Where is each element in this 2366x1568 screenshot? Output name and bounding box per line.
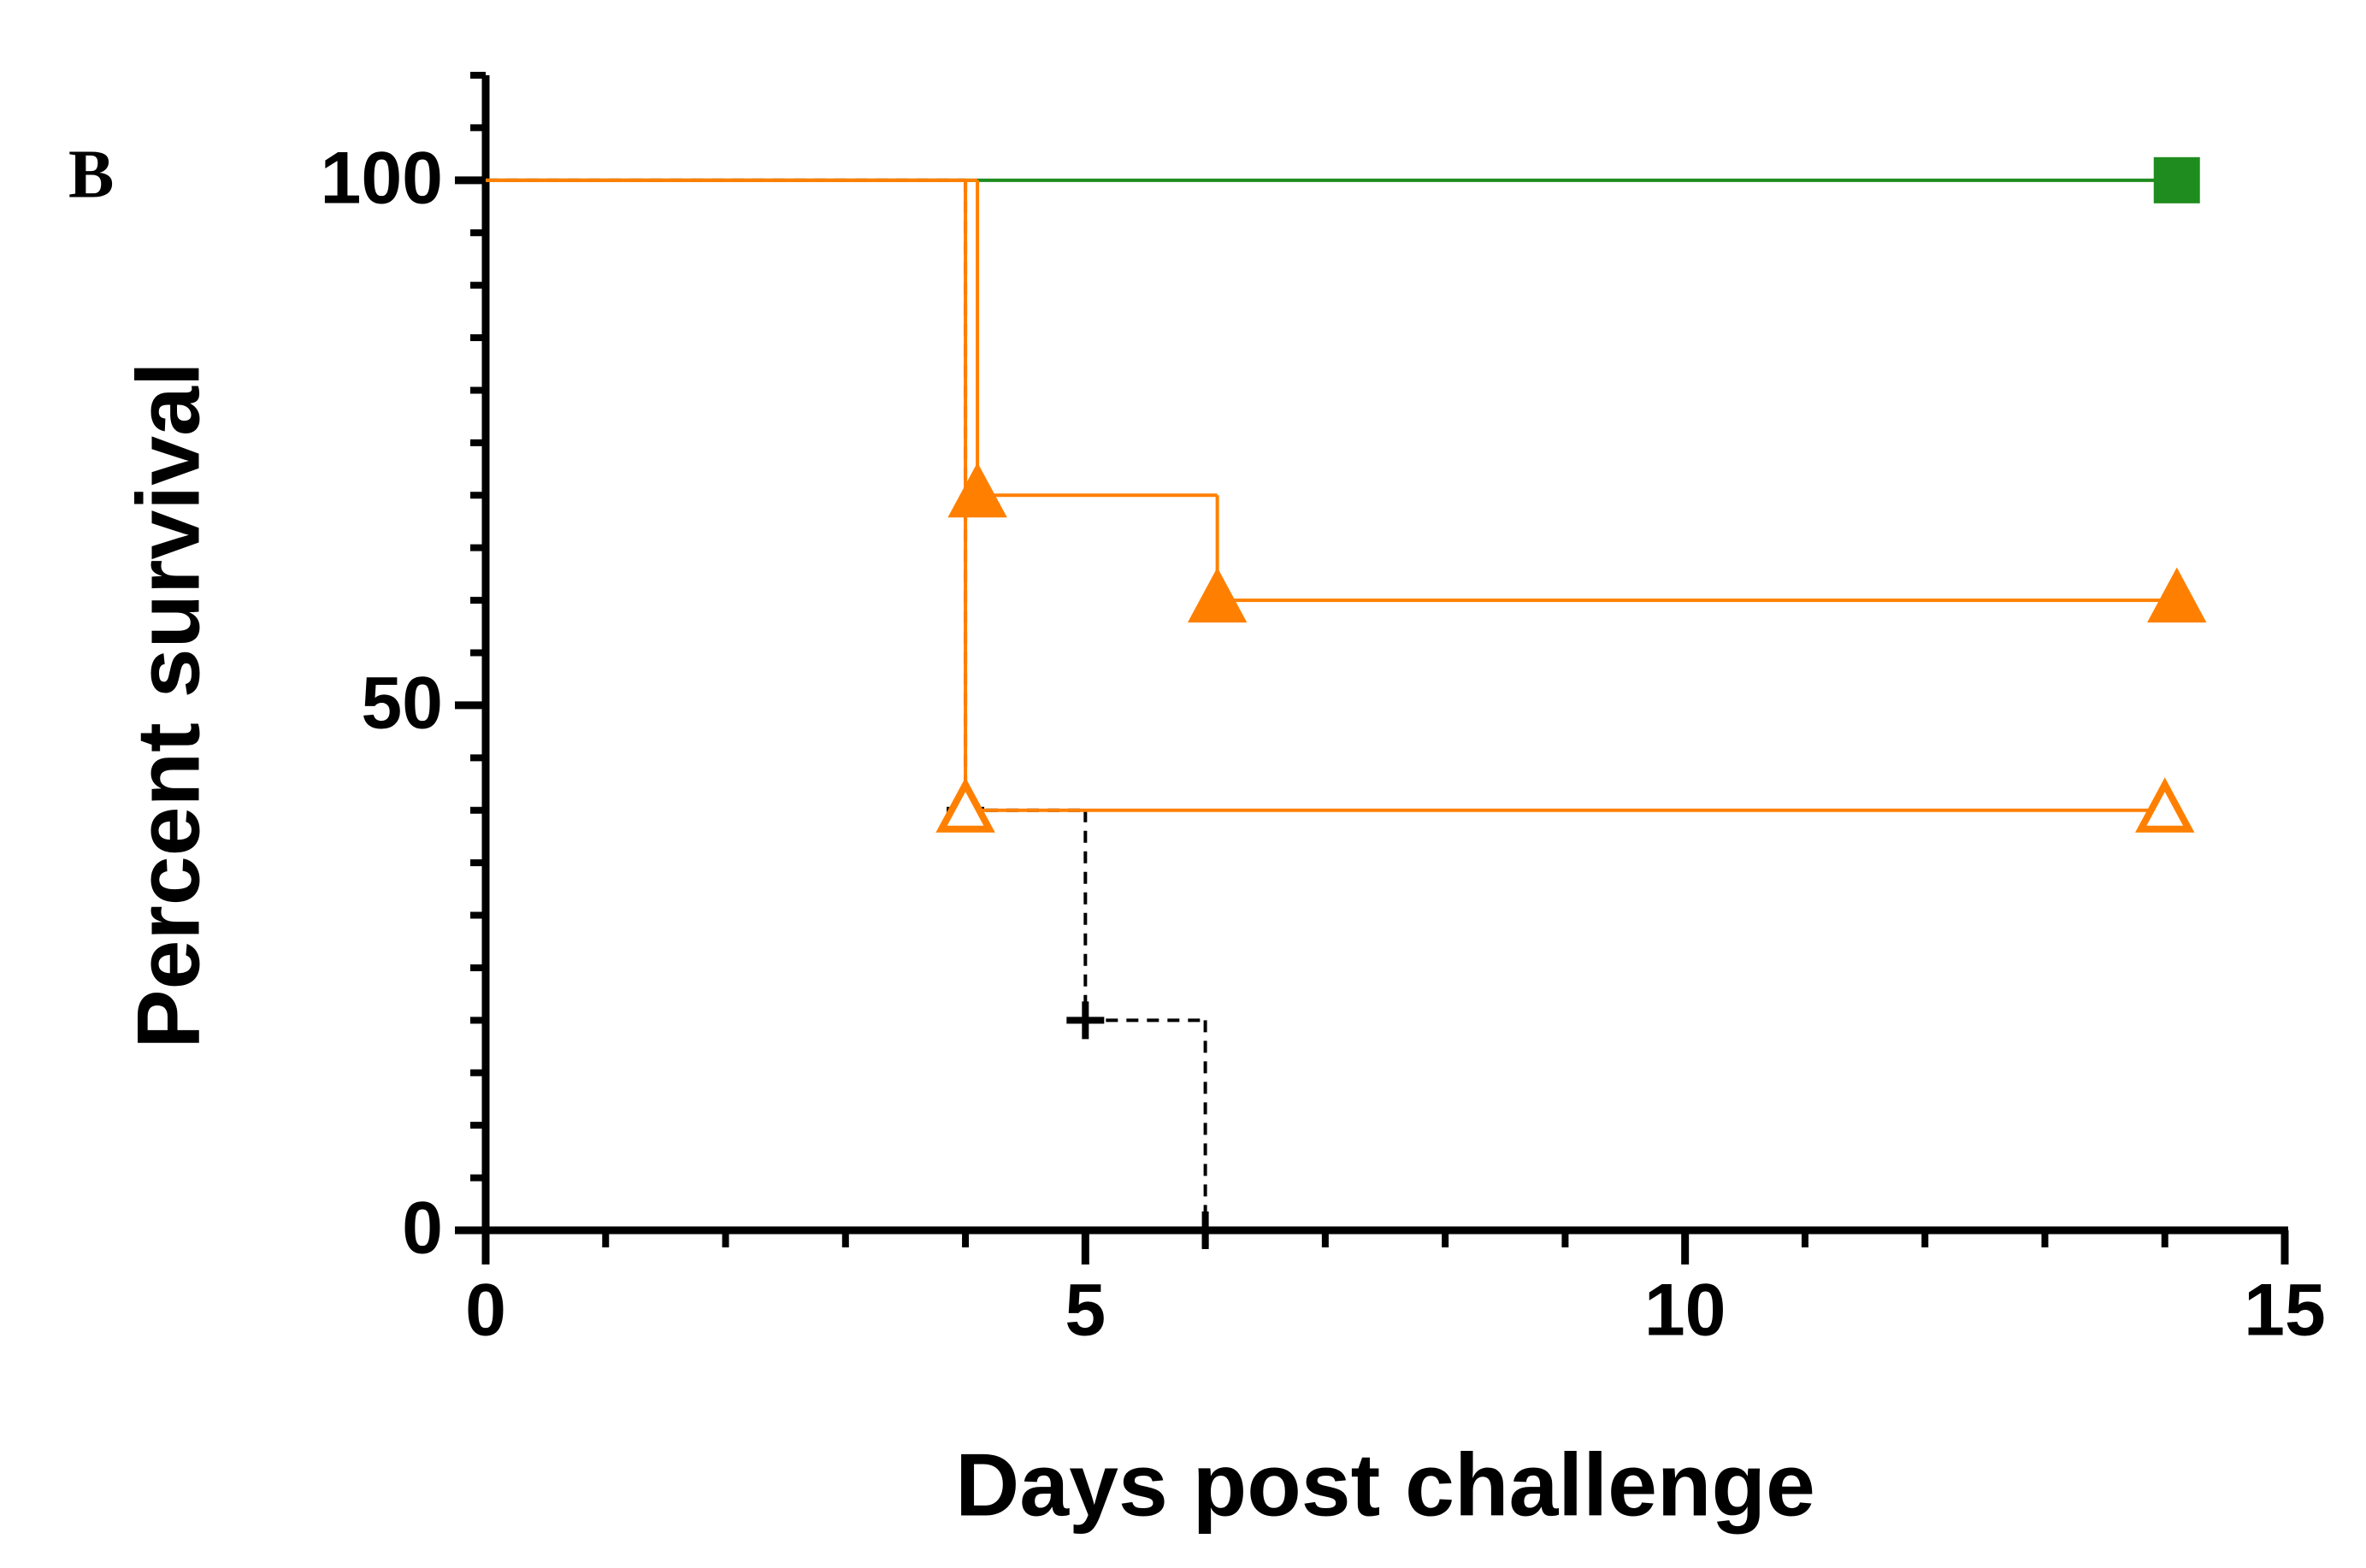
marker [1186,1211,1224,1249]
y-tick-label: 0 [402,1188,443,1270]
x-tick-label: 15 [2244,1270,2326,1352]
x-tick-label: 0 [465,1270,506,1352]
marker [1187,567,1248,623]
y-tick-label: 100 [321,138,444,220]
marker [1066,1001,1105,1040]
x-tick-label: 5 [1065,1270,1106,1352]
y-axis-title: Percent survival [119,362,218,1049]
y-tick-label: 50 [361,663,443,745]
marker [2135,777,2195,833]
panel-label: B [68,137,114,212]
marker [947,462,1007,518]
x-axis-title: Days post challenge [955,1435,1815,1535]
x-tick-label: 10 [1644,1270,1726,1352]
marker [2147,567,2207,623]
marker [2153,156,2200,203]
marker [935,777,995,833]
